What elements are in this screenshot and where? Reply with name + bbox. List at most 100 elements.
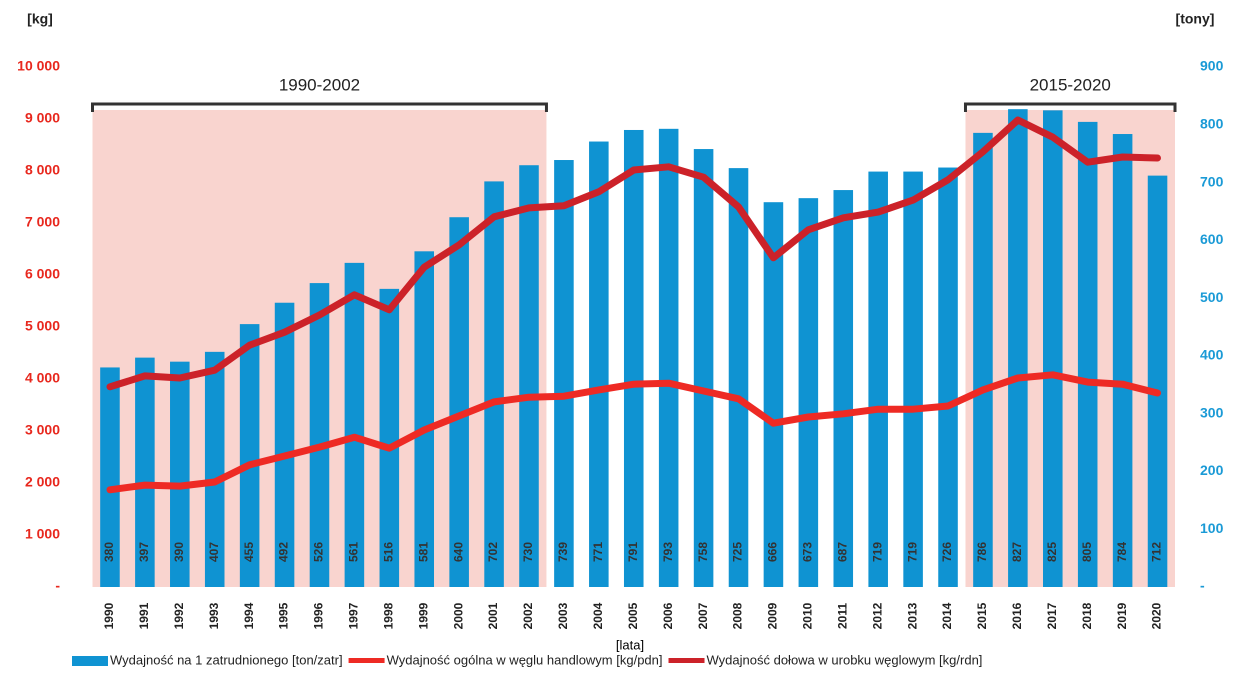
x-tick-label: 1990 [102,602,116,629]
x-tick-label: 1992 [172,602,186,629]
bar-value-label: 827 [1010,542,1024,562]
bar-value-label: 712 [1150,542,1164,562]
x-tick-label: 1998 [381,602,395,629]
y-tick-label: 2 000 [25,474,60,490]
bar [693,149,714,588]
y-tick-label: 5 000 [25,318,60,334]
bar-value-label: 492 [277,542,291,562]
bar-value-label: 739 [556,542,570,562]
legend-label: Wydajność ogólna w węglu handlowym [kg/p… [387,652,663,667]
x-tick-label: 1994 [242,602,256,629]
bar [274,302,295,587]
y-tick-label: - [55,578,60,594]
bar-value-label: 758 [696,542,710,562]
bar [589,141,609,588]
y2-tick-label: 400 [1200,347,1224,363]
x-tick-label: 2015 [975,602,989,629]
x-tick-label: 1997 [347,602,361,629]
x-tick-label: 2014 [940,602,954,629]
y-tick-label: 4 000 [25,370,60,386]
range-bracket [963,102,1177,112]
x-tick-label: 2010 [801,602,815,629]
x-tick-label: 2017 [1045,602,1059,629]
bar-value-label: 526 [312,542,326,562]
line [106,116,1161,391]
y-tick-label: 9 000 [25,110,60,126]
bar [868,171,888,588]
x-tick-label: 1993 [207,602,221,629]
bar [170,361,190,587]
bar-value-label: 687 [835,542,849,562]
bar [1077,121,1098,587]
lines [106,116,1161,494]
x-tick-label: 2007 [696,602,710,629]
bar-value-label: 725 [731,542,745,562]
y2-axis-label: [tony] [1176,11,1215,27]
bar-value-label: 786 [975,542,989,562]
labels: - 1 000 2 000 3 000 4 000 5 000 6 000 7 000 8 00… [17,58,1223,668]
x-tick-label: 2018 [1080,602,1094,629]
y-tick-label: 6 000 [25,266,60,282]
bar-value-label: 771 [591,542,605,562]
bar-value-label: 805 [1080,542,1094,562]
x-axis-label: [lata] [616,637,644,652]
x-tick-label: 2013 [905,602,919,629]
bar [1147,175,1168,587]
bar-value-label: 581 [416,542,430,562]
bar-value-label: 516 [381,542,395,562]
range-label: 1990-2002 [279,75,360,94]
bar [344,262,365,587]
bar-value-label: 561 [347,542,361,562]
y2-tick-label: 500 [1200,289,1224,305]
x-tick-label: 2008 [731,602,745,629]
bar-value-label: 726 [940,542,954,562]
bar-value-label: 730 [521,542,535,562]
bar-value-label: 640 [451,542,465,562]
bar [414,251,435,588]
bar [903,171,923,588]
x-tick-label: 2000 [451,602,465,629]
x-tick-label: 1999 [416,602,430,629]
y2-tick-label: 300 [1200,404,1224,420]
x-tick-label: 1996 [312,602,326,629]
bar-value-label: 702 [486,542,500,562]
bar-value-label: 719 [905,542,919,562]
y2-tick-label: 700 [1200,173,1224,189]
bars [100,109,1168,588]
y2-tick-label: 900 [1200,58,1224,74]
range-shade [965,110,1175,587]
x-tick-label: 2016 [1010,602,1024,629]
bar [658,128,679,588]
bar [798,198,819,587]
x-tick-label: 1995 [277,602,291,629]
bar [135,357,155,587]
x-tick-label: 2002 [521,602,535,629]
bar-value-label: 791 [626,542,640,562]
y2-tick-label: 600 [1200,231,1224,247]
y2-tick-label: - [1200,578,1205,594]
y-tick-label: 8 000 [25,162,60,178]
x-tick-label: 2012 [870,602,884,629]
bar-value-label: 407 [207,542,221,562]
legend-swatch [72,656,108,666]
bar-value-label: 784 [1115,542,1129,562]
legend-swatch [348,658,385,663]
bar [833,190,854,588]
y-tick-label: 10 000 [17,58,60,74]
range-label: 2015-2020 [1030,75,1111,94]
bar [623,129,644,587]
x-tick-label: 2004 [591,602,605,629]
x-tick-label: 2009 [766,602,780,629]
bar-value-label: 793 [661,542,675,562]
range-bracket [91,102,548,112]
bar-value-label: 390 [172,542,186,562]
y2-tick-label: 800 [1200,115,1224,131]
x-tick-label: 2020 [1150,602,1164,629]
x-tick-label: 1991 [137,602,151,629]
y-tick-label: 1 000 [25,526,60,542]
x-tick-label: 2003 [556,602,570,629]
y2-tick-label: 100 [1200,520,1224,536]
bar-value-label: 380 [102,542,116,562]
x-tick-label: 2006 [661,602,675,629]
